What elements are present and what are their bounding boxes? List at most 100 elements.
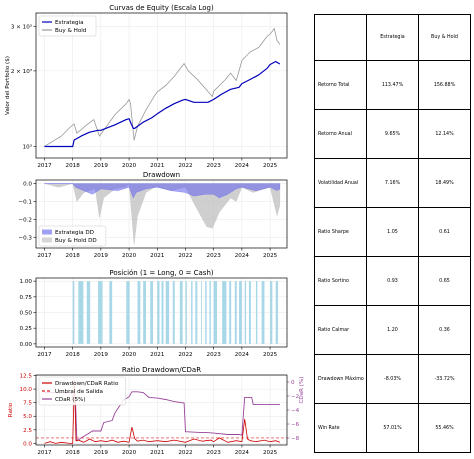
x-tick-label: 2022 xyxy=(178,253,192,259)
x-tick-label: 2025 xyxy=(263,450,278,456)
stats-value-estrategia: 113.47% xyxy=(366,60,419,110)
stats-value-buy-hold: 156.88% xyxy=(418,60,471,110)
y-tick-label: 0.50 xyxy=(20,311,33,317)
chart-title: Drawdown xyxy=(143,171,180,179)
legend-label-cdar-5: CDaR (5%) xyxy=(55,397,86,403)
x-tick-label: 2018 xyxy=(66,163,81,169)
position-bar xyxy=(143,281,146,344)
x-tick-label: 2017 xyxy=(37,352,52,358)
position-bar xyxy=(98,281,103,344)
y-tick-label: 0.0 xyxy=(23,182,32,188)
legend-label-estrategia: Estrategia xyxy=(55,20,84,26)
stats-value-estrategia: 57.01% xyxy=(366,403,419,453)
y2-tick-label: −6 xyxy=(291,422,300,428)
x-tick-label: 2020 xyxy=(122,253,137,259)
drawdown-panel: 2017 2018 2019 2020 2021 2022 2023 2024 2025 Draw… xyxy=(18,171,288,259)
x-tick-label: 2017 xyxy=(37,163,52,169)
x-tick-label: 2024 xyxy=(235,163,250,169)
x-tick-label: 2024 xyxy=(235,450,250,456)
position-bar xyxy=(72,281,75,344)
y2-axis-label: CDaR (%) xyxy=(299,377,305,404)
stats-metric-label: Retorno Total xyxy=(314,60,367,110)
stats-value-buy-hold: 55.46% xyxy=(418,403,471,453)
x-tick-label: 2020 xyxy=(122,450,137,456)
position-bar xyxy=(270,281,273,344)
y-tick-label: 5.0 xyxy=(23,414,32,420)
x-tick-label: 2023 xyxy=(207,253,222,259)
position-bar xyxy=(195,281,198,344)
ratio-panel: 2017 2018 2019 2020 2021 2022 2023 2024 2025 Rati… xyxy=(8,366,305,456)
stats-metric-label: Retorno Anual xyxy=(314,109,367,159)
stats-metric-label: Volatilidad Anual xyxy=(314,158,367,208)
position-bar xyxy=(234,281,237,344)
chart-title: Posición (1 = Long, 0 = Cash) xyxy=(109,269,214,277)
x-tick-label: 2020 xyxy=(122,352,137,358)
chart-title: Ratio Drawdown/CDaR xyxy=(122,366,201,374)
position-bar xyxy=(161,281,164,344)
stats-value-buy-hold: 0.61 xyxy=(418,207,471,257)
stats-row: Ratio Calmar 1.20 0.36 xyxy=(314,305,471,355)
stats-header-blank xyxy=(314,14,367,61)
y-tick-label: 3 × 10³ xyxy=(11,24,32,31)
position-bar xyxy=(255,281,258,344)
stats-row: Volatilidad Anual 7.16% 18.49% xyxy=(314,158,471,208)
x-tick-label: 2024 xyxy=(235,253,250,259)
x-tick-label: 2025 xyxy=(263,352,278,358)
position-bar xyxy=(244,281,247,344)
stats-metric-label: Ratio Sortino xyxy=(314,256,367,306)
legend-box xyxy=(38,15,97,37)
legend-box xyxy=(38,376,126,406)
x-tick-label: 2019 xyxy=(94,352,109,358)
x-tick-label: 2024 xyxy=(235,352,250,358)
legend-box xyxy=(38,225,107,247)
position-bar xyxy=(185,281,187,344)
y-tick-label: 2.5 xyxy=(23,428,32,434)
position-bar xyxy=(86,281,91,344)
x-tick-label: 2022 xyxy=(178,450,192,456)
position-bar xyxy=(275,281,278,344)
position-bar xyxy=(137,281,141,344)
stats-row: Drawdown Máximo -8.03% -33.72% xyxy=(314,354,471,404)
position-bar xyxy=(191,281,193,344)
position-bar xyxy=(165,281,170,344)
y-tick-label: 10³ xyxy=(23,144,32,151)
y2-tick-label: −2 xyxy=(291,394,299,400)
position-bar xyxy=(78,281,84,344)
y-tick-label: 0.25 xyxy=(20,326,33,332)
x-tick-label: 2017 xyxy=(37,450,52,456)
stats-metric-label: Win Rate xyxy=(314,403,367,453)
position-bar xyxy=(150,281,154,344)
x-tick-label: 2021 xyxy=(150,253,165,259)
y-tick-label: 0.00 xyxy=(20,342,33,348)
y-tick-label: −0.2 xyxy=(18,217,32,223)
stats-value-buy-hold: 18.49% xyxy=(418,158,471,208)
stats-value-buy-hold: 0.65 xyxy=(418,256,471,306)
position-bar xyxy=(222,281,227,344)
y2-tick-label: −8 xyxy=(291,436,300,442)
x-tick-label: 2018 xyxy=(66,352,81,358)
y-tick-label: −0.1 xyxy=(18,199,32,205)
position-bar xyxy=(200,281,202,344)
plot-border xyxy=(35,12,288,159)
legend-swatch-estrategia-dd xyxy=(42,229,52,235)
y-tick-label: 0.75 xyxy=(20,295,33,301)
y-axis-label: Valor del Portfolio ($) xyxy=(5,56,11,115)
series-line-cdar xyxy=(44,391,280,442)
stats-header-estrategia: Estrategia xyxy=(366,14,419,61)
stats-value-estrategia: 9.65% xyxy=(366,109,419,159)
y-tick-label: 1.00 xyxy=(20,279,33,285)
stats-header-row: Estrategia Buy & Hold xyxy=(314,14,471,61)
stats-value-estrategia: 1.05 xyxy=(366,207,419,257)
position-bar xyxy=(205,281,207,344)
y-tick-label: 10.0 xyxy=(20,387,33,393)
legend-label-buy-hold-dd: Buy & Hold DD xyxy=(55,238,97,244)
stats-value-buy-hold: 0.36 xyxy=(418,305,471,355)
position-bar xyxy=(172,281,175,344)
position-bar xyxy=(261,281,265,344)
series-line-estrategia xyxy=(44,60,281,148)
position-bar xyxy=(179,281,183,344)
y-tick-label: −0.3 xyxy=(18,235,32,241)
x-tick-label: 2020 xyxy=(122,163,137,169)
y-axis-label: Ratio xyxy=(8,402,14,417)
legend-label-estrategia-dd: Estrategia DD xyxy=(55,230,94,236)
